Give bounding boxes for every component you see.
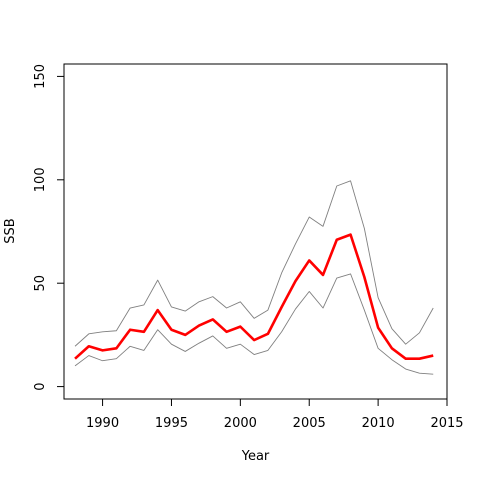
x-axis-label: Year	[241, 449, 270, 464]
x-axis: 1990 1995 2000 2005 2010 2015	[86, 398, 464, 431]
y-tick-label: 0	[33, 382, 48, 390]
series-line-upper	[74, 180, 434, 347]
y-axis-label: SSB	[3, 218, 18, 243]
series-line-lower	[74, 273, 434, 375]
y-axis: 0 50 100 150	[33, 64, 65, 391]
y-tick-label: 50	[33, 275, 48, 292]
y-tick-label: 100	[33, 167, 48, 192]
x-tick-label: 2010	[362, 416, 395, 431]
x-tick-label: 1995	[155, 416, 188, 431]
series-line-estimate	[74, 233, 434, 360]
x-tick-label: 2015	[430, 416, 463, 431]
series-layer	[74, 180, 434, 375]
y-tick-label: 150	[33, 64, 48, 89]
plot-frame	[63, 63, 448, 400]
x-tick-label: 2005	[293, 416, 326, 431]
x-tick-label: 2000	[224, 416, 257, 431]
x-tick-label: 1990	[86, 416, 119, 431]
